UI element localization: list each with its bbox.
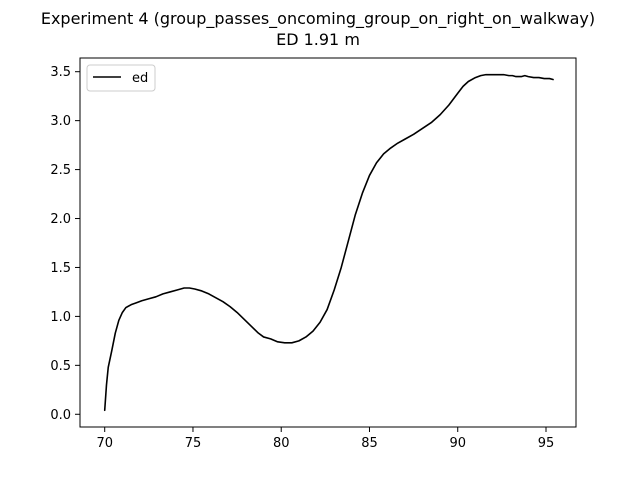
x-tick-label: 70 — [96, 436, 113, 451]
legend-frame — [86, 64, 156, 92]
y-tick-label: 1.5 — [50, 261, 71, 276]
y-tick-label: 2.5 — [50, 163, 71, 178]
y-tick-label: 2.0 — [50, 212, 71, 227]
y-axis: 0.0 0.5 1.0 1.5 2.0 2.5 3.0 3.5 — [50, 65, 80, 423]
y-tick-label: 3.5 — [50, 65, 71, 80]
x-tick-label: 80 — [273, 436, 290, 451]
y-tick-label: 0.5 — [50, 359, 71, 374]
chart-subtitle: ED 1.91 m — [276, 30, 360, 49]
series-line-ed — [103, 73, 554, 412]
chart-title: Experiment 4 (group_passes_oncoming_grou… — [41, 9, 595, 29]
x-tick-label: 95 — [538, 436, 555, 451]
x-tick-label: 90 — [449, 436, 466, 451]
y-tick-label: 3.0 — [50, 114, 71, 129]
y-tick-label: 1.0 — [50, 310, 71, 325]
legend: ed — [86, 64, 156, 92]
y-tick-label: 0.0 — [50, 408, 71, 423]
x-axis: 70 75 80 85 90 95 — [96, 427, 554, 451]
legend-label-ed: ed — [132, 71, 148, 86]
plot-area-frame — [79, 57, 577, 428]
x-tick-label: 75 — [185, 436, 202, 451]
x-tick-label: 85 — [361, 436, 378, 451]
